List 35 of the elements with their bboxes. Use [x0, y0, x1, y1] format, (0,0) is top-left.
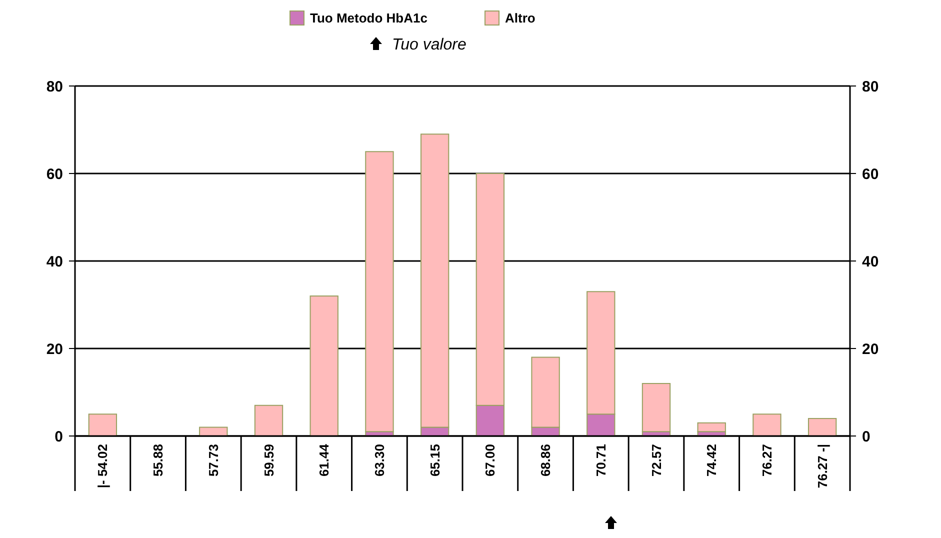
text: Tuo valore	[392, 36, 467, 54]
x-tick-label: 70.71	[593, 444, 608, 477]
y-tick-label: 60	[46, 166, 63, 183]
x-tick-label: |- 54.02	[95, 444, 110, 488]
x-tick-label: 76.27 -|	[814, 444, 830, 488]
bar	[254, 404, 284, 436]
y-tick-label: 40	[46, 253, 63, 270]
x-tick-label: 65.15	[427, 444, 442, 477]
bar	[697, 422, 726, 432]
y-tick-label: 0	[54, 428, 63, 446]
y2-tick-label: 40	[862, 253, 879, 270]
legend-label: Altro	[505, 10, 536, 26]
bar	[642, 383, 671, 432]
bar	[365, 151, 394, 432]
y-tick-label: 20	[46, 340, 63, 358]
y2-tick-label: 60	[862, 166, 879, 183]
x-tick-label: 57.73	[206, 444, 221, 477]
x-tick-label: 72.57	[648, 444, 664, 477]
x-tick-label: 61.44	[316, 443, 332, 477]
y-tick-label: 80	[46, 78, 63, 96]
x-tick-label: 76.27	[760, 444, 775, 477]
x-tick-label: 55.88	[150, 444, 166, 477]
x-tick-label: 74.42	[704, 444, 720, 477]
legend-label: Tuo Metodo HbA1c	[310, 10, 428, 26]
x-tick-label: 68.86	[538, 444, 554, 477]
y2-tick-label: 20	[862, 340, 879, 358]
x-tick-label: 67.00	[482, 444, 498, 477]
x-tick-label: 59.59	[261, 444, 276, 477]
y2-tick-label: 0	[862, 428, 870, 446]
bar	[310, 296, 338, 436]
bar	[808, 418, 837, 436]
x-tick-label: 63.30	[372, 444, 388, 477]
bar	[88, 414, 118, 436]
y2-tick-label: 80	[862, 78, 879, 96]
bar	[752, 414, 782, 436]
